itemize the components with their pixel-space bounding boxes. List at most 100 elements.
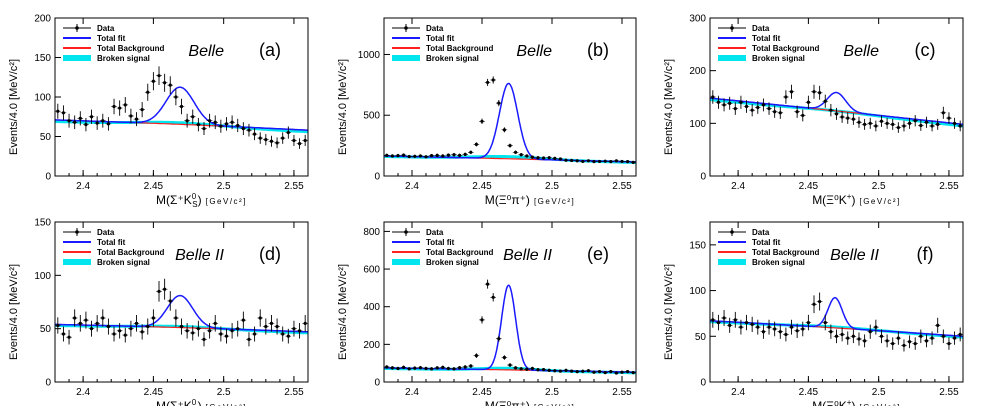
data-point bbox=[613, 371, 620, 375]
data-point bbox=[721, 309, 727, 327]
data-marker bbox=[134, 321, 139, 325]
legend-label: Total Background bbox=[426, 248, 494, 257]
data-marker bbox=[767, 325, 771, 329]
data-marker bbox=[396, 153, 400, 158]
data-point bbox=[805, 95, 812, 109]
data-point bbox=[468, 364, 474, 368]
data-marker bbox=[264, 138, 268, 142]
data-marker bbox=[941, 334, 945, 338]
data-point bbox=[60, 105, 67, 121]
data-marker bbox=[525, 154, 529, 158]
data-marker bbox=[564, 368, 568, 372]
data-marker bbox=[716, 100, 721, 104]
data-marker bbox=[773, 110, 777, 114]
data-marker bbox=[497, 337, 501, 341]
data-marker bbox=[840, 332, 844, 337]
data-marker bbox=[469, 150, 473, 154]
data-marker bbox=[281, 332, 285, 336]
data-marker bbox=[733, 318, 737, 322]
data-marker bbox=[744, 320, 749, 325]
data-marker bbox=[773, 327, 777, 331]
data-marker bbox=[213, 120, 217, 124]
data-point bbox=[428, 153, 435, 158]
data-marker bbox=[874, 124, 878, 128]
data-point bbox=[212, 115, 219, 130]
data-point bbox=[552, 156, 558, 160]
data-marker bbox=[947, 116, 951, 120]
data-marker bbox=[896, 125, 900, 130]
data-marker bbox=[851, 117, 855, 121]
data-marker bbox=[711, 95, 715, 99]
data-marker bbox=[891, 122, 895, 126]
data-point bbox=[496, 335, 502, 342]
data-point bbox=[212, 315, 219, 332]
data-marker bbox=[78, 116, 82, 120]
data-marker bbox=[407, 367, 411, 371]
x-axis-label: M(Ξ⁰π⁺)[GeV/c²] bbox=[485, 193, 576, 207]
data-point bbox=[726, 317, 733, 333]
data-point bbox=[833, 107, 840, 120]
experiment-label: Belle II bbox=[503, 247, 552, 264]
panel-c: 2.4 2.45 2.5 2.55 100 200 300 0 Events/4.0 [MeV/… bbox=[663, 14, 964, 207]
data-marker bbox=[913, 119, 917, 123]
data-point bbox=[833, 329, 840, 344]
data-point bbox=[479, 118, 485, 125]
data-marker bbox=[542, 367, 546, 372]
data-point bbox=[88, 109, 95, 124]
x-tick-label: 2.4 bbox=[405, 387, 419, 398]
data-marker bbox=[486, 80, 490, 85]
y-tick-label: 400 bbox=[363, 302, 380, 313]
data-marker bbox=[840, 115, 844, 119]
data-point bbox=[111, 326, 117, 342]
data-point bbox=[754, 101, 761, 114]
data-point bbox=[173, 88, 179, 106]
data-marker bbox=[118, 329, 122, 333]
data-point bbox=[167, 291, 174, 311]
data-point bbox=[624, 160, 631, 164]
data-marker bbox=[547, 156, 551, 160]
data-point bbox=[867, 117, 874, 129]
data-marker bbox=[941, 111, 945, 115]
experiment-label: Belle bbox=[188, 43, 224, 60]
data-marker bbox=[952, 121, 957, 125]
data-point bbox=[246, 332, 252, 347]
data-marker bbox=[834, 112, 839, 116]
data-marker bbox=[575, 370, 579, 374]
data-point bbox=[721, 98, 727, 112]
data-point bbox=[99, 113, 106, 128]
data-marker bbox=[418, 154, 422, 158]
x-tick-label: 2.55 bbox=[939, 181, 959, 192]
x-tick-label: 2.5 bbox=[872, 387, 886, 398]
data-marker bbox=[297, 142, 302, 146]
data-point bbox=[794, 105, 800, 118]
data-point bbox=[223, 328, 230, 344]
panel-e: 2.4 2.45 2.5 2.55 200 400 600 800 0 Events/4.0 [M… bbox=[337, 221, 637, 406]
data-marker bbox=[801, 327, 805, 331]
y-tick-label: 200 bbox=[689, 66, 706, 77]
data-marker bbox=[407, 154, 411, 159]
data-marker bbox=[73, 316, 77, 320]
legend-data-swatch bbox=[730, 26, 734, 30]
legend-label: Broken signal bbox=[97, 54, 150, 63]
data-point bbox=[302, 134, 308, 147]
data-point bbox=[122, 327, 129, 343]
data-point bbox=[574, 159, 580, 163]
data-marker bbox=[722, 316, 726, 320]
y-tick-label: 50 bbox=[40, 324, 52, 335]
x-axis-label: M(Σ⁺K0S)[GeV/c²] bbox=[156, 398, 247, 406]
data-marker bbox=[269, 139, 274, 143]
data-marker bbox=[168, 299, 172, 303]
data-marker bbox=[73, 120, 77, 124]
data-point bbox=[223, 117, 230, 131]
data-point bbox=[771, 105, 778, 118]
data-marker bbox=[902, 124, 906, 128]
data-point bbox=[201, 332, 207, 347]
data-point bbox=[934, 317, 941, 333]
data-point bbox=[788, 319, 795, 335]
experiment-label: Belle bbox=[516, 43, 552, 60]
y-tick-label: 0 bbox=[700, 378, 706, 389]
data-marker bbox=[536, 156, 540, 160]
data-point bbox=[60, 326, 67, 342]
data-point bbox=[423, 155, 429, 159]
data-marker bbox=[264, 324, 268, 329]
